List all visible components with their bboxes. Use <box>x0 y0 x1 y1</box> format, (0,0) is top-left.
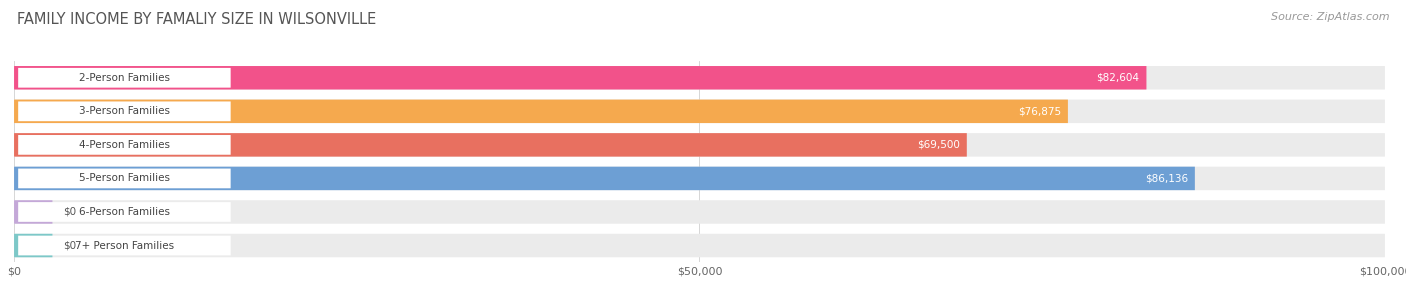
FancyBboxPatch shape <box>18 68 231 88</box>
Text: 6-Person Families: 6-Person Families <box>79 207 170 217</box>
Text: $69,500: $69,500 <box>917 140 960 150</box>
Text: 2-Person Families: 2-Person Families <box>79 73 170 83</box>
FancyBboxPatch shape <box>14 66 1146 90</box>
FancyBboxPatch shape <box>18 102 231 121</box>
FancyBboxPatch shape <box>18 236 231 255</box>
Text: $0: $0 <box>63 207 76 217</box>
FancyBboxPatch shape <box>14 234 1385 257</box>
Text: 3-Person Families: 3-Person Families <box>79 106 170 116</box>
Text: $0: $0 <box>63 241 76 250</box>
Text: 7+ Person Families: 7+ Person Families <box>75 241 174 250</box>
Text: Source: ZipAtlas.com: Source: ZipAtlas.com <box>1271 12 1389 22</box>
Text: $76,875: $76,875 <box>1018 106 1062 116</box>
FancyBboxPatch shape <box>18 135 231 155</box>
FancyBboxPatch shape <box>14 99 1385 123</box>
FancyBboxPatch shape <box>14 167 1385 190</box>
FancyBboxPatch shape <box>18 169 231 188</box>
FancyBboxPatch shape <box>14 167 1195 190</box>
FancyBboxPatch shape <box>14 200 52 224</box>
FancyBboxPatch shape <box>14 99 1069 123</box>
Text: 5-Person Families: 5-Person Families <box>79 174 170 183</box>
Text: $86,136: $86,136 <box>1144 174 1188 183</box>
Text: $82,604: $82,604 <box>1097 73 1140 83</box>
FancyBboxPatch shape <box>14 66 1385 90</box>
Text: 4-Person Families: 4-Person Families <box>79 140 170 150</box>
FancyBboxPatch shape <box>14 133 1385 156</box>
FancyBboxPatch shape <box>14 234 52 257</box>
FancyBboxPatch shape <box>18 202 231 222</box>
FancyBboxPatch shape <box>14 133 967 156</box>
FancyBboxPatch shape <box>14 200 1385 224</box>
Text: FAMILY INCOME BY FAMALIY SIZE IN WILSONVILLE: FAMILY INCOME BY FAMALIY SIZE IN WILSONV… <box>17 12 377 27</box>
